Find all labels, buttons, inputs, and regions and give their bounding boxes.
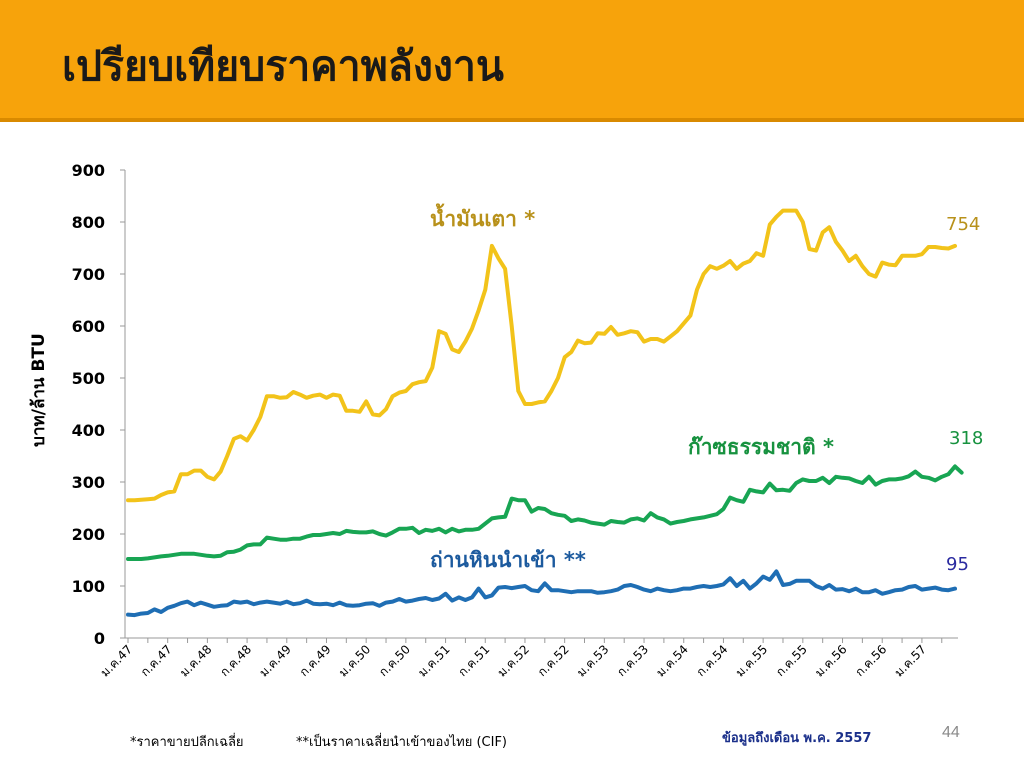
y-tick-label: 400: [72, 421, 105, 440]
x-tick-label: ก.ค.55: [773, 642, 810, 679]
x-tick-label: ก.ค.47: [138, 642, 175, 679]
imported-coal-end-value: 95: [946, 554, 969, 575]
x-tick-label: ม.ค.55: [733, 642, 770, 679]
y-tick-label: 500: [72, 369, 105, 388]
footnote-retail-price: *ราคาขายปลีกเฉลี่ย: [130, 735, 244, 750]
x-tick-label: ก.ค.54: [694, 642, 731, 679]
x-tick-label: ม.ค.56: [812, 642, 849, 679]
y-tick-label: 200: [72, 525, 105, 544]
title-bar: เปรียบเทียบราคาพลังงาน: [0, 0, 1024, 122]
x-tick-label: ก.ค.51: [455, 642, 492, 679]
y-tick-label: 300: [72, 473, 105, 492]
natural-gas-series-label: ก๊าซธรรมชาติ *: [688, 435, 834, 459]
y-tick-label: 800: [72, 213, 105, 232]
x-tick-label: ม.ค.54: [653, 642, 690, 679]
x-tick-label: ก.ค.52: [535, 642, 572, 679]
y-tick-label: 600: [72, 317, 105, 336]
fuel-oil-series-label: น้ำมันเตา *: [430, 203, 535, 231]
data-as-of-note: ข้อมูลถึงเดือน พ.ค. 2557: [722, 731, 872, 746]
imported-coal-line: [126, 569, 957, 618]
x-tick-label: ก.ค.49: [297, 642, 334, 679]
y-tick-label: 0: [94, 629, 105, 648]
y-axis-title: บาท/ล้าน BTU: [29, 333, 49, 447]
footnote-cif-price: **เป็นราคาเฉลี่ยนำเข้าของไทย (CIF): [296, 735, 507, 750]
x-tick-label: ม.ค.57: [892, 642, 929, 679]
x-tick-label: ก.ค.56: [852, 642, 889, 679]
x-tick-label: ม.ค.50: [336, 642, 373, 679]
y-tick-label: 900: [72, 161, 105, 180]
x-tick-label: ม.ค.51: [415, 642, 452, 679]
natural-gas-end-value: 318: [949, 428, 983, 449]
x-tick-label: ก.ค.48: [217, 642, 254, 679]
fuel-oil-line: [126, 208, 957, 503]
page-number: 44: [942, 724, 960, 741]
natural-gas-line: [126, 464, 964, 561]
y-tick-label: 700: [72, 265, 105, 284]
x-tick-label: ก.ค.50: [376, 642, 413, 679]
x-tick-label: ม.ค.49: [257, 642, 294, 679]
x-tick-label: ม.ค.53: [574, 642, 611, 679]
x-tick-label: ม.ค.48: [177, 642, 214, 679]
x-tick-label: ม.ค.52: [495, 642, 532, 679]
fuel-oil-end-value: 754: [946, 214, 980, 235]
slide-title: เปรียบเทียบราคาพลังงาน: [62, 42, 504, 90]
y-tick-label: 100: [72, 577, 105, 596]
x-tick-label: ก.ค.53: [614, 642, 651, 679]
imported-coal-series-label: ถ่านหินนำเข้า **: [430, 548, 586, 572]
